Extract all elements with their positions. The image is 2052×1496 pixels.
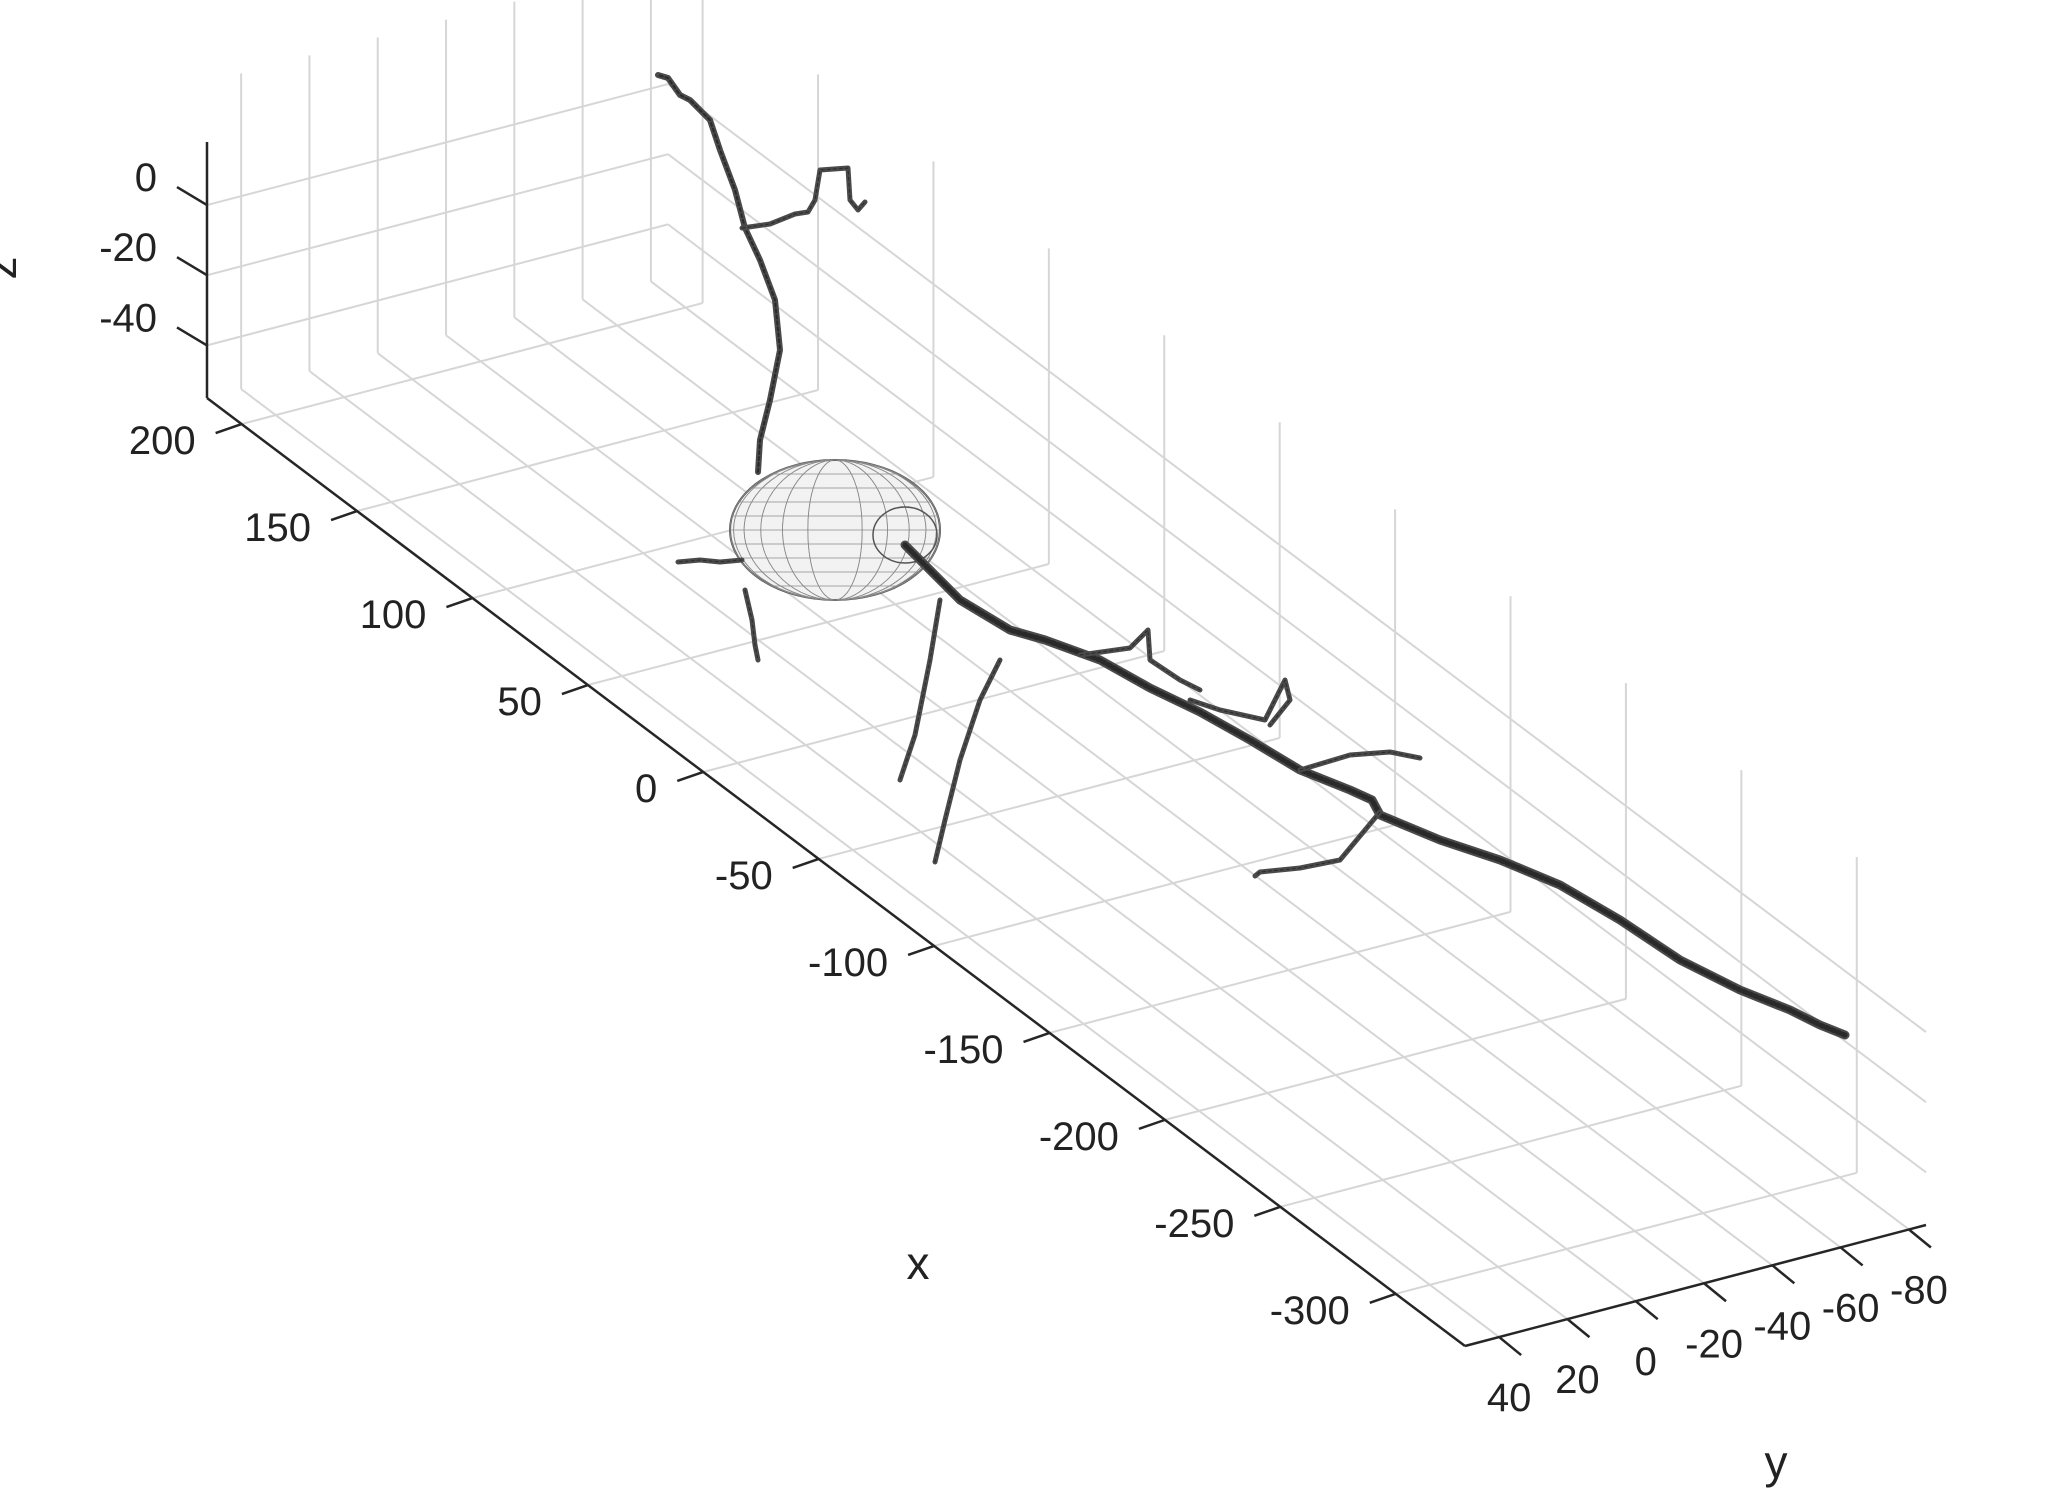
y-tick	[1498, 1336, 1522, 1357]
grid-line-floor-y	[377, 352, 1637, 1302]
y-tick	[1634, 1300, 1659, 1321]
grid-line-wall-z	[667, 83, 1927, 1033]
x-axis-line	[206, 397, 1466, 1347]
grid-line-side-z	[206, 83, 669, 207]
grid-line-floor-x	[1280, 1084, 1742, 1208]
main-axon	[900, 540, 1850, 1040]
grid-line-floor-x	[1049, 910, 1511, 1034]
main-axon-texture	[902, 542, 1848, 1038]
y-tick	[1566, 1318, 1591, 1339]
grid-line-floor-y	[513, 316, 1773, 1267]
x-tick-label: -100	[808, 941, 888, 985]
x-axis-label: x	[907, 1237, 930, 1289]
x-tick-label: -150	[923, 1028, 1003, 1072]
x-tick-label: -200	[1039, 1115, 1119, 1159]
z-tick-label: 0	[135, 156, 157, 200]
grid-line-floor-x	[1395, 1171, 1858, 1295]
grid-line-side-z	[206, 153, 669, 277]
axon-collateral-5-texture	[1299, 751, 1421, 771]
basal-dendrite-left-texture	[677, 559, 743, 563]
z-tick	[176, 326, 208, 347]
grid-line-floor-y	[582, 298, 1842, 1249]
z-axis-label: z	[0, 257, 26, 280]
y-axis-line	[1464, 1223, 1927, 1348]
y-tick-label: 40	[1487, 1376, 1532, 1420]
z-tick	[176, 186, 208, 207]
grid-line-floor-x	[1164, 997, 1627, 1121]
x-tick-label: 50	[497, 680, 542, 724]
apical-side-branch-texture	[741, 167, 866, 229]
grid-line-floor-y	[240, 388, 1500, 1338]
x-tick	[792, 857, 820, 870]
x-tick-label: 0	[635, 767, 657, 811]
axon-collateral-3-texture	[1079, 629, 1201, 691]
y-tick	[1703, 1282, 1727, 1303]
soma-mesh	[729, 459, 941, 601]
y-axis-label: y	[1765, 1436, 1788, 1488]
x-tick-label: -300	[1270, 1289, 1350, 1333]
grid-line-wall-z	[667, 153, 1927, 1104]
basal-dendrite-down-texture	[744, 589, 759, 661]
axon-collateral-1	[897, 597, 943, 783]
grid-line-wall-z	[667, 223, 1927, 1174]
x-tick-label: -250	[1154, 1202, 1234, 1246]
axon-collateral-4-texture	[1189, 679, 1291, 726]
y-tick-label: -20	[1685, 1322, 1743, 1366]
grid-line-floor-x	[818, 736, 1280, 860]
y-tick-label: -60	[1822, 1286, 1880, 1330]
x-tick	[330, 509, 358, 522]
x-tick	[1253, 1205, 1281, 1218]
apical-dendrite-texture	[657, 74, 781, 473]
x-tick	[1023, 1031, 1050, 1044]
grid-line-floor-x	[587, 563, 1050, 686]
y-tick-label: 0	[1635, 1340, 1657, 1384]
z-tick	[176, 256, 208, 277]
x-tick	[1138, 1118, 1166, 1131]
y-tick-label: -40	[1753, 1304, 1811, 1348]
x-tick-label: 200	[129, 419, 196, 463]
y-tick	[1771, 1264, 1796, 1285]
y-tick-label: -80	[1890, 1268, 1948, 1312]
x-tick-label: 150	[244, 506, 311, 550]
neuron-mesh	[655, 72, 1850, 1040]
z-tick-label: -20	[99, 226, 157, 270]
x-tick-label: 100	[360, 593, 427, 637]
grid-line-floor-y	[445, 334, 1705, 1285]
axon-collateral-6	[1252, 809, 1383, 879]
grid-line-floor-x	[356, 389, 819, 513]
x-tick	[561, 683, 589, 696]
x-tick	[446, 596, 473, 609]
y-tick	[1839, 1246, 1864, 1267]
x-tick	[1369, 1292, 1397, 1304]
grid-line-side-z	[206, 223, 669, 347]
x-tick	[215, 422, 243, 435]
axon-hillock	[872, 506, 938, 564]
x-tick-label: -50	[715, 854, 773, 898]
axon-collateral-2	[932, 657, 1003, 865]
x-tick	[676, 770, 704, 783]
axon-collateral-6-texture	[1254, 811, 1381, 877]
y-tick	[1908, 1228, 1932, 1249]
axes	[176, 141, 1932, 1357]
grid-line-floor-x	[703, 650, 1165, 773]
x-tick	[907, 944, 935, 957]
grid-line-floor-x	[241, 302, 703, 426]
y-tick-label: 20	[1555, 1358, 1600, 1402]
axon-collateral-1-texture	[899, 599, 941, 781]
apical-dendrite	[655, 72, 783, 475]
z-tick-label: -40	[99, 296, 157, 340]
axon-collateral-2-texture	[934, 659, 1001, 863]
grid-line-floor-x	[933, 823, 1396, 947]
